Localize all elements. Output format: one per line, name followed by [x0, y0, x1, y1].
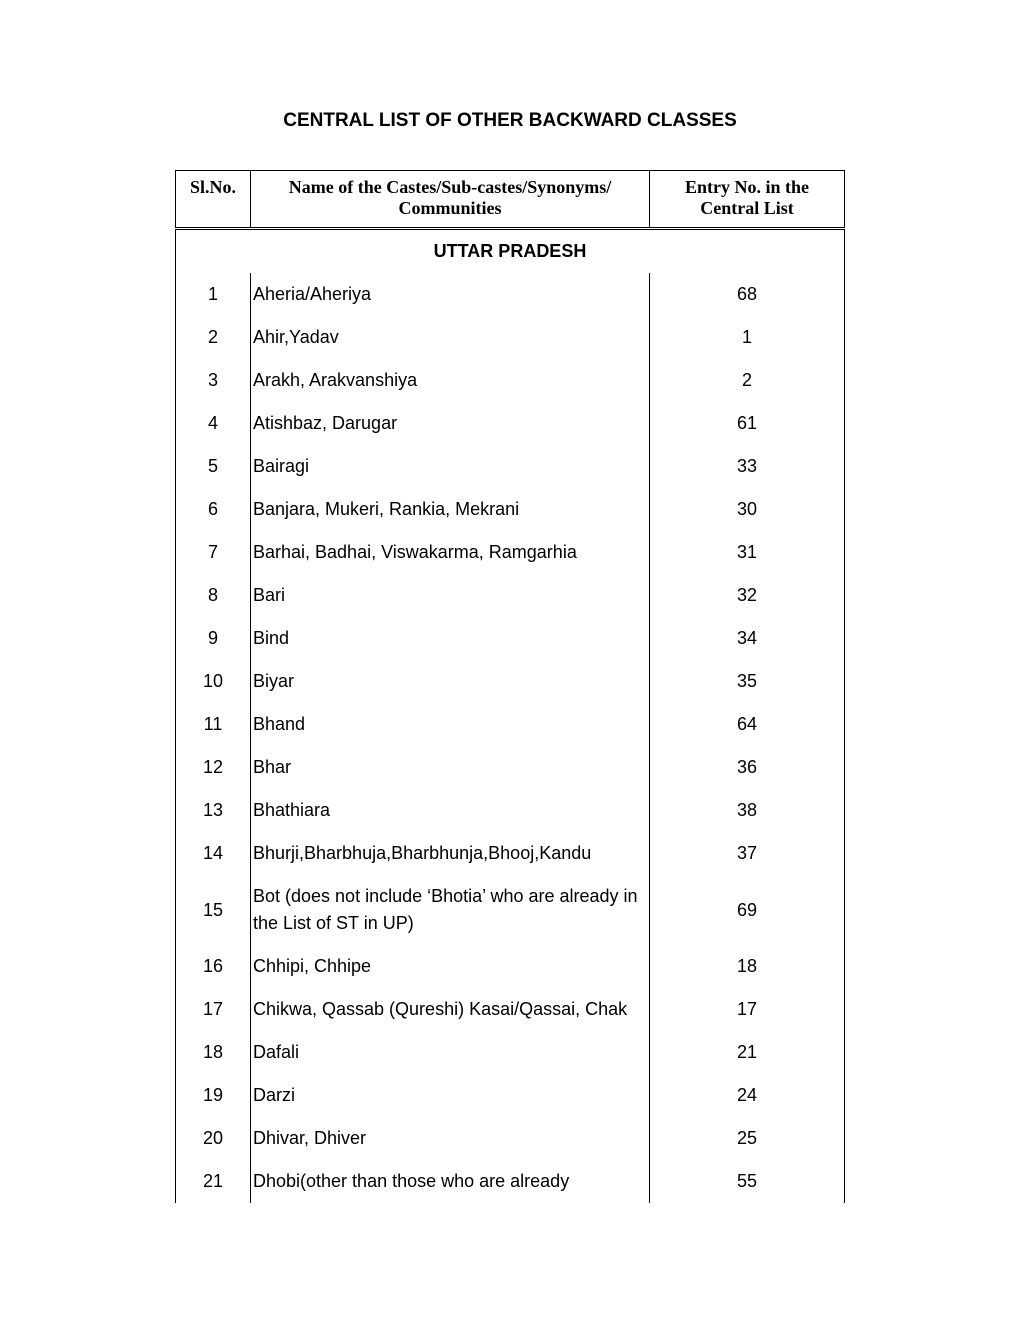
cell-entry: 37	[650, 832, 845, 875]
cell-entry: 68	[650, 273, 845, 316]
header-entry-line2: Central List	[700, 198, 794, 218]
table-row: 1Aheria/Aheriya68	[176, 273, 845, 316]
cell-name: Chhipi, Chhipe	[251, 945, 650, 988]
cell-name: Arakh, Arakvanshiya	[251, 359, 650, 402]
cell-sl: 13	[176, 789, 251, 832]
cell-entry: 2	[650, 359, 845, 402]
table-row: 5Bairagi33	[176, 445, 845, 488]
cell-sl: 2	[176, 316, 251, 359]
cell-entry: 30	[650, 488, 845, 531]
cell-entry: 55	[650, 1160, 845, 1203]
cell-entry: 69	[650, 875, 845, 945]
table-row: 21Dhobi(other than those who are already…	[176, 1160, 845, 1203]
table-row: 3Arakh, Arakvanshiya2	[176, 359, 845, 402]
header-entry: Entry No. in the Central List	[650, 171, 845, 229]
cell-sl: 5	[176, 445, 251, 488]
cell-sl: 15	[176, 875, 251, 945]
header-name-line1: Name of the Castes/Sub-castes/Synonyms/	[289, 177, 612, 197]
cell-name: Bhar	[251, 746, 650, 789]
state-row: UTTAR PRADESH	[176, 229, 845, 274]
cell-entry: 34	[650, 617, 845, 660]
cell-name: Chikwa, Qassab (Qureshi) Kasai/Qassai, C…	[251, 988, 650, 1031]
cell-name: Bairagi	[251, 445, 650, 488]
cell-name: Bhathiara	[251, 789, 650, 832]
cell-sl: 18	[176, 1031, 251, 1074]
cell-sl: 16	[176, 945, 251, 988]
cell-name: Dhobi(other than those who are already	[251, 1160, 650, 1203]
header-entry-line1: Entry No. in the	[685, 177, 809, 197]
cell-sl: 6	[176, 488, 251, 531]
cell-entry: 64	[650, 703, 845, 746]
cell-name: Bhurji,Bharbhuja,Bharbhunja,Bhooj,Kandu	[251, 832, 650, 875]
page-title: CENTRAL LIST OF OTHER BACKWARD CLASSES	[175, 110, 845, 132]
header-name-line2: Communities	[399, 198, 502, 218]
cell-name: Atishbaz, Darugar	[251, 402, 650, 445]
cell-name: Ahir,Yadav	[251, 316, 650, 359]
table-row: 8Bari32	[176, 574, 845, 617]
cell-name: Dhivar, Dhiver	[251, 1117, 650, 1160]
table-body: UTTAR PRADESH 1Aheria/Aheriya682Ahir,Yad…	[176, 229, 845, 1204]
cell-sl: 20	[176, 1117, 251, 1160]
state-name: UTTAR PRADESH	[176, 229, 845, 274]
cell-name: Bari	[251, 574, 650, 617]
cell-sl: 4	[176, 402, 251, 445]
cell-entry: 36	[650, 746, 845, 789]
table-row: 16Chhipi, Chhipe18	[176, 945, 845, 988]
cell-name: Dafali	[251, 1031, 650, 1074]
header-sl: Sl.No.	[176, 171, 251, 229]
obc-table: Sl.No. Name of the Castes/Sub-castes/Syn…	[175, 170, 845, 1203]
table-row: 6Banjara, Mukeri, Rankia, Mekrani30	[176, 488, 845, 531]
cell-name: Barhai, Badhai, Viswakarma, Ramgarhia	[251, 531, 650, 574]
cell-sl: 3	[176, 359, 251, 402]
table-row: 10Biyar35	[176, 660, 845, 703]
table-row: 11Bhand64	[176, 703, 845, 746]
table-row: 13Bhathiara38	[176, 789, 845, 832]
table-row: 7Barhai, Badhai, Viswakarma, Ramgarhia31	[176, 531, 845, 574]
cell-name: Bind	[251, 617, 650, 660]
cell-entry: 18	[650, 945, 845, 988]
cell-sl: 19	[176, 1074, 251, 1117]
cell-entry: 24	[650, 1074, 845, 1117]
cell-name: Bhand	[251, 703, 650, 746]
cell-name: Biyar	[251, 660, 650, 703]
cell-sl: 1	[176, 273, 251, 316]
cell-sl: 21	[176, 1160, 251, 1203]
cell-entry: 38	[650, 789, 845, 832]
table-row: 4Atishbaz, Darugar61	[176, 402, 845, 445]
table-row: 20Dhivar, Dhiver25	[176, 1117, 845, 1160]
table-row: 18Dafali21	[176, 1031, 845, 1074]
table-row: 2Ahir,Yadav1	[176, 316, 845, 359]
cell-entry: 1	[650, 316, 845, 359]
cell-entry: 21	[650, 1031, 845, 1074]
header-name: Name of the Castes/Sub-castes/Synonyms/ …	[251, 171, 650, 229]
table-row: 14Bhurji,Bharbhuja,Bharbhunja,Bhooj,Kand…	[176, 832, 845, 875]
cell-sl: 17	[176, 988, 251, 1031]
cell-entry: 32	[650, 574, 845, 617]
table-row: 15Bot (does not include ‘Bhotia’ who are…	[176, 875, 845, 945]
cell-sl: 10	[176, 660, 251, 703]
cell-entry: 31	[650, 531, 845, 574]
cell-sl: 11	[176, 703, 251, 746]
table-row: 19Darzi24	[176, 1074, 845, 1117]
cell-entry: 25	[650, 1117, 845, 1160]
cell-sl: 14	[176, 832, 251, 875]
table-row: 17Chikwa, Qassab (Qureshi) Kasai/Qassai,…	[176, 988, 845, 1031]
cell-sl: 8	[176, 574, 251, 617]
table-row: 12Bhar36	[176, 746, 845, 789]
cell-entry: 17	[650, 988, 845, 1031]
cell-entry: 35	[650, 660, 845, 703]
table-row: 9Bind34	[176, 617, 845, 660]
cell-name: Darzi	[251, 1074, 650, 1117]
cell-name: Bot (does not include ‘Bhotia’ who are a…	[251, 875, 650, 945]
cell-name: Banjara, Mukeri, Rankia, Mekrani	[251, 488, 650, 531]
cell-name: Aheria/Aheriya	[251, 273, 650, 316]
cell-sl: 7	[176, 531, 251, 574]
cell-sl: 9	[176, 617, 251, 660]
cell-entry: 33	[650, 445, 845, 488]
cell-entry: 61	[650, 402, 845, 445]
cell-sl: 12	[176, 746, 251, 789]
